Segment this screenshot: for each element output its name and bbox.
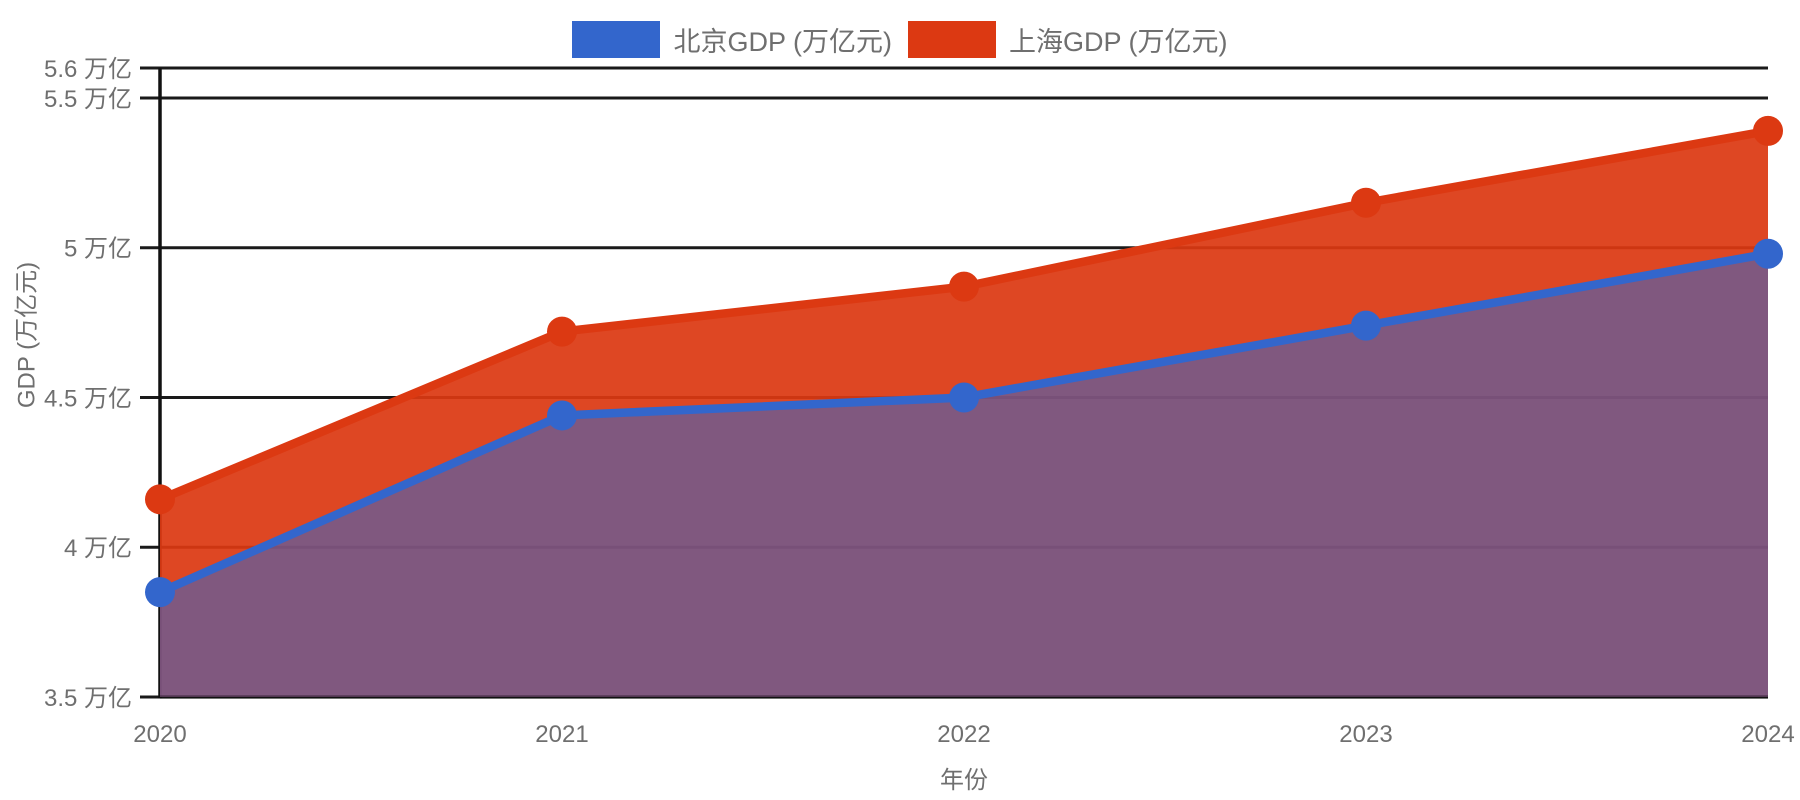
x-tick-label: 2024 bbox=[1741, 721, 1794, 748]
y-axis-title: GDP (万亿元) bbox=[13, 261, 41, 409]
data-point-series1-2024[interactable] bbox=[1753, 115, 1783, 146]
legend-label-shanghai: 上海GDP (万亿元) bbox=[1009, 27, 1228, 57]
legend: 北京GDP (万亿元) 上海GDP (万亿元) bbox=[0, 20, 1800, 59]
x-axis-title: 年份 bbox=[940, 767, 988, 794]
data-point-series0-2021[interactable] bbox=[547, 400, 577, 431]
legend-item-shanghai[interactable]: 上海GDP (万亿元) bbox=[908, 20, 1228, 59]
legend-item-beijing[interactable]: 北京GDP (万亿元) bbox=[572, 20, 892, 59]
data-point-series0-2020[interactable] bbox=[145, 577, 175, 608]
data-point-series1-2020[interactable] bbox=[145, 484, 175, 515]
y-tick-label: 4.5 万亿 bbox=[44, 385, 132, 412]
data-point-series1-2021[interactable] bbox=[547, 316, 577, 347]
x-tick-label: 2020 bbox=[133, 721, 186, 748]
legend-label-beijing: 北京GDP (万亿元) bbox=[673, 27, 892, 57]
x-tick-label: 2023 bbox=[1339, 721, 1392, 748]
y-tick-label: 5.6 万亿 bbox=[44, 56, 132, 83]
legend-swatch-shanghai bbox=[908, 21, 996, 58]
area-fill-series-0 bbox=[160, 253, 1768, 697]
legend-swatch-beijing bbox=[572, 21, 661, 58]
y-tick-label: 3.5 万亿 bbox=[44, 685, 132, 712]
x-tick-label: 2021 bbox=[535, 721, 588, 748]
y-tick-label: 5.5 万亿 bbox=[44, 86, 132, 113]
data-point-series0-2023[interactable] bbox=[1351, 310, 1381, 341]
x-tick-label: 2022 bbox=[937, 721, 990, 748]
data-point-series1-2022[interactable] bbox=[949, 271, 979, 302]
data-point-series0-2024[interactable] bbox=[1753, 238, 1783, 269]
y-tick-label: 5 万亿 bbox=[64, 236, 132, 263]
y-tick-label: 4 万亿 bbox=[64, 535, 132, 562]
data-point-series0-2022[interactable] bbox=[949, 382, 979, 413]
data-point-series1-2023[interactable] bbox=[1351, 187, 1381, 218]
